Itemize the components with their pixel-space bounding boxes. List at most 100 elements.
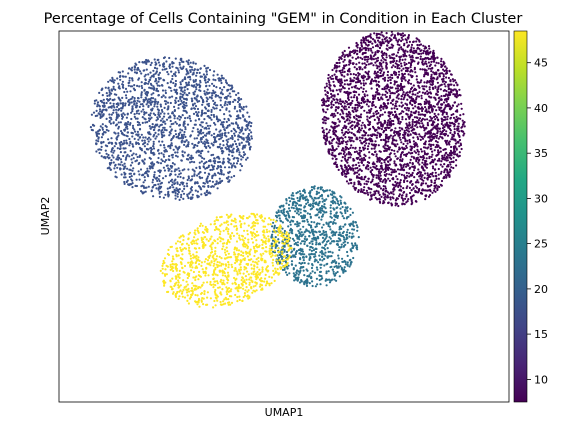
scatter-point (423, 62, 426, 65)
scatter-point (402, 49, 405, 52)
scatter-point (112, 85, 115, 88)
scatter-point (356, 106, 359, 109)
scatter-point (113, 149, 116, 152)
scatter-point (367, 120, 370, 123)
scatter-point (135, 153, 138, 156)
chart-title: Percentage of Cells Containing "GEM" in … (44, 11, 523, 27)
scatter-point (427, 91, 430, 94)
scatter-point (426, 163, 429, 166)
scatter-point (360, 161, 364, 164)
scatter-point (189, 119, 192, 122)
scatter-point (190, 154, 193, 157)
scatter-point (246, 127, 249, 130)
scatter-point (111, 147, 114, 150)
scatter-point (397, 64, 400, 67)
scatter-point (193, 123, 196, 126)
scatter-point (101, 126, 104, 129)
scatter-point (216, 120, 220, 123)
scatter-point (162, 196, 165, 199)
scatter-point (425, 166, 428, 169)
scatter-point (400, 95, 403, 98)
scatter-point (167, 181, 171, 184)
scatter-point (241, 147, 244, 150)
scatter-point (116, 77, 119, 80)
scatter-point (191, 68, 194, 71)
scatter-point (369, 33, 372, 36)
scatter-point (321, 126, 324, 130)
scatter-point (399, 83, 402, 86)
scatter-point (125, 156, 128, 160)
scatter-point (365, 78, 368, 81)
scatter-point (326, 95, 329, 98)
scatter-point (387, 201, 390, 205)
scatter-point (357, 152, 360, 155)
scatter-point (343, 172, 346, 175)
scatter-point (368, 151, 371, 154)
scatter-point (223, 104, 226, 107)
scatter-point (227, 147, 230, 150)
scatter-point (229, 95, 232, 98)
scatter-point (411, 90, 414, 93)
scatter-point (220, 81, 223, 85)
scatter-point (134, 130, 137, 133)
scatter-point (449, 80, 452, 83)
scatter-point (139, 103, 142, 106)
scatter-point (201, 109, 204, 112)
scatter-point (402, 187, 405, 190)
scatter-point (106, 167, 109, 170)
scatter-point (227, 180, 230, 183)
scatter-point (130, 97, 133, 100)
scatter-point (221, 124, 224, 127)
scatter-point (210, 134, 213, 137)
scatter-point (143, 179, 147, 182)
scatter-point (200, 114, 203, 117)
scatter-point (147, 60, 150, 63)
scatter-point (199, 187, 202, 190)
scatter-point (413, 116, 416, 119)
scatter-point (221, 121, 224, 124)
scatter-point (458, 135, 461, 138)
scatter-point (215, 180, 218, 183)
scatter-point (430, 155, 433, 158)
scatter-point (448, 124, 451, 127)
scatter-point (192, 112, 196, 115)
scatter-point (385, 56, 388, 59)
scatter-point (149, 71, 152, 74)
scatter-point (354, 84, 357, 87)
scatter-point (164, 193, 167, 196)
scatter-point (128, 155, 131, 158)
scatter-point (185, 73, 188, 76)
scatter-point (213, 132, 216, 135)
scatter-point (334, 133, 337, 136)
scatter-point (353, 150, 356, 154)
scatter-point (357, 77, 360, 80)
scatter-point (168, 96, 172, 99)
scatter-point (227, 145, 231, 148)
scatter-point (174, 154, 178, 157)
scatter-point (248, 129, 251, 132)
scatter-point (189, 70, 192, 73)
scatter-point (152, 163, 156, 166)
scatter-point (173, 105, 176, 108)
scatter-point (163, 146, 166, 149)
scatter-point (245, 158, 248, 161)
scatter-point (337, 106, 340, 109)
scatter-point (338, 88, 341, 91)
scatter-point (367, 105, 370, 108)
scatter-point (380, 195, 383, 198)
scatter-point (194, 80, 197, 83)
scatter-point (386, 144, 389, 147)
scatter-point (333, 126, 336, 130)
scatter-point (180, 87, 183, 91)
scatter-point (199, 177, 202, 180)
scatter-point (331, 68, 334, 72)
scatter-point (151, 181, 154, 184)
scatter-point (406, 174, 409, 177)
scatter-point (423, 47, 426, 50)
scatter-point (445, 104, 448, 108)
scatter-point (131, 182, 134, 185)
scatter-point (191, 130, 194, 133)
scatter-point (347, 156, 350, 159)
scatter-point (189, 78, 192, 81)
scatter-point (131, 132, 134, 135)
